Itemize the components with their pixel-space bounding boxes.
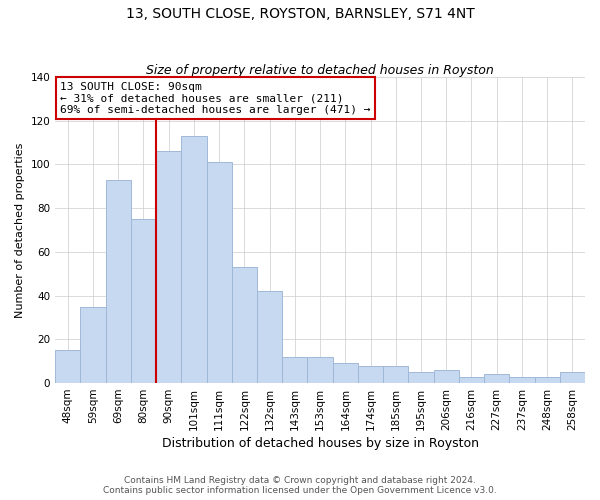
Bar: [459, 376, 484, 383]
Bar: [307, 357, 332, 383]
Bar: [409, 372, 434, 383]
Bar: [206, 162, 232, 383]
Bar: [232, 267, 257, 383]
Bar: [332, 364, 358, 383]
Title: Size of property relative to detached houses in Royston: Size of property relative to detached ho…: [146, 64, 494, 77]
Text: 13, SOUTH CLOSE, ROYSTON, BARNSLEY, S71 4NT: 13, SOUTH CLOSE, ROYSTON, BARNSLEY, S71 …: [125, 8, 475, 22]
Bar: [560, 372, 585, 383]
Bar: [358, 366, 383, 383]
X-axis label: Distribution of detached houses by size in Royston: Distribution of detached houses by size …: [161, 437, 479, 450]
Bar: [257, 291, 282, 383]
Bar: [484, 374, 509, 383]
Y-axis label: Number of detached properties: Number of detached properties: [15, 142, 25, 318]
Bar: [80, 306, 106, 383]
Bar: [106, 180, 131, 383]
Text: Contains HM Land Registry data © Crown copyright and database right 2024.
Contai: Contains HM Land Registry data © Crown c…: [103, 476, 497, 495]
Bar: [131, 219, 156, 383]
Bar: [156, 152, 181, 383]
Text: 13 SOUTH CLOSE: 90sqm
← 31% of detached houses are smaller (211)
69% of semi-det: 13 SOUTH CLOSE: 90sqm ← 31% of detached …: [61, 82, 371, 115]
Bar: [55, 350, 80, 383]
Bar: [383, 366, 409, 383]
Bar: [535, 376, 560, 383]
Bar: [434, 370, 459, 383]
Bar: [282, 357, 307, 383]
Bar: [181, 136, 206, 383]
Bar: [509, 376, 535, 383]
